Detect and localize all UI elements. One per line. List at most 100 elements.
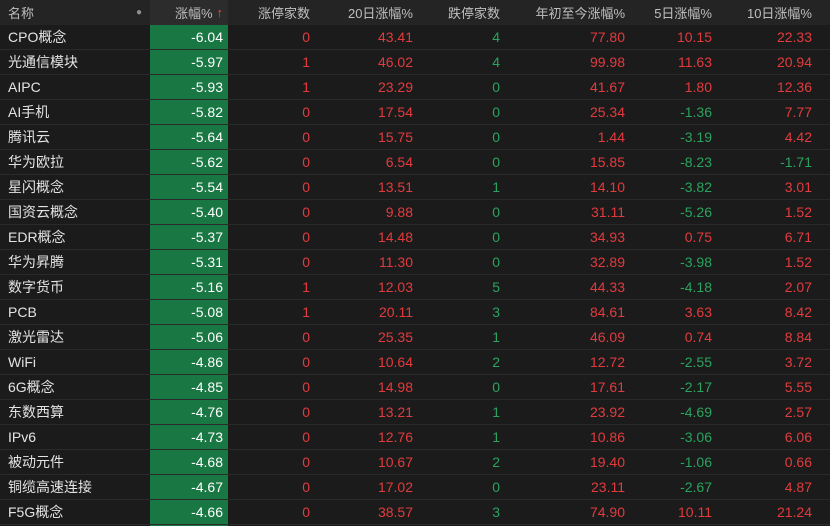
limit-down-cell: 5 [492, 279, 500, 295]
sector-name: AI手机 [8, 104, 50, 120]
d20-cell: 17.02 [377, 479, 413, 495]
d10-cell: 8.42 [784, 304, 812, 320]
table-row[interactable]: AI手机 -5.82 0 17.54 0 25.34 -1.36 7.77 [0, 100, 830, 125]
d20-cell: 46.02 [377, 54, 413, 70]
d5-cell: 0.74 [684, 329, 712, 345]
d5-cell: -1.36 [680, 104, 712, 120]
table-header-row: 名称 ● 涨幅% ↑ 涨停家数 20日涨幅% 跌停家数 年初至今涨幅% 5日涨幅… [0, 0, 830, 25]
d10-cell: 0.66 [784, 454, 812, 470]
limit-down-cell: 1 [492, 329, 500, 345]
table-row[interactable]: 星闪概念 -5.54 0 13.51 1 14.10 -3.82 3.01 [0, 175, 830, 200]
table-row[interactable]: AIPC -5.93 1 23.29 0 41.67 1.80 12.36 [0, 75, 830, 100]
d10-cell: 5.55 [784, 379, 812, 395]
table-row[interactable]: 光通信模块 -5.97 1 46.02 4 99.98 11.63 20.94 [0, 50, 830, 75]
signal-cell [128, 375, 150, 399]
table-row[interactable]: PCB -5.08 1 20.11 3 84.61 3.63 8.42 [0, 300, 830, 325]
column-header-limit-down-label: 跌停家数 [447, 6, 500, 21]
d10-cell: 4.42 [784, 129, 812, 145]
column-header-limit-down[interactable]: 跌停家数 [414, 0, 503, 25]
change-cell: -6.04 [150, 25, 228, 49]
d5-cell: 1.80 [684, 79, 712, 95]
limit-down-cell: 2 [492, 454, 500, 470]
limit-down-cell: 4 [492, 54, 500, 70]
d5-cell: -5.26 [680, 204, 712, 220]
ytd-cell: 31.11 [591, 204, 625, 220]
table-row[interactable]: 激光雷达 -5.06 0 25.35 1 46.09 0.74 8.84 [0, 325, 830, 350]
ytd-cell: 41.67 [589, 79, 625, 95]
column-header-10d-change[interactable]: 10日涨幅% [713, 0, 812, 25]
limit-down-cell: 1 [492, 179, 500, 195]
ytd-cell: 23.92 [589, 404, 625, 420]
d20-cell: 13.21 [377, 404, 413, 420]
sector-name: 光通信模块 [8, 54, 78, 70]
sector-name: 6G概念 [8, 379, 55, 395]
signal-cell [128, 25, 150, 49]
table-row[interactable]: 铜缆高速连接 -4.67 0 17.02 0 23.11 -2.67 4.87 [0, 475, 830, 500]
limit-up-cell: 1 [302, 79, 310, 95]
change-cell: -5.64 [150, 125, 228, 149]
table-row[interactable]: 被动元件 -4.68 0 10.67 2 19.40 -1.06 0.66 [0, 450, 830, 475]
table-row[interactable]: 腾讯云 -5.64 0 15.75 0 1.44 -3.19 4.42 [0, 125, 830, 150]
d5-cell: 0.75 [684, 229, 712, 245]
limit-down-cell: 0 [492, 204, 500, 220]
change-cell: -5.62 [150, 150, 228, 174]
column-header-limit-up[interactable]: 涨停家数 [228, 0, 312, 25]
column-header-change[interactable]: 涨幅% ↑ [150, 0, 228, 25]
table-row[interactable]: WiFi -4.86 0 10.64 2 12.72 -2.55 3.72 [0, 350, 830, 375]
signal-cell [128, 100, 150, 124]
limit-down-cell: 0 [492, 229, 500, 245]
column-header-signal[interactable]: ● [128, 0, 150, 25]
ytd-cell: 19.40 [589, 454, 625, 470]
d5-cell: -8.23 [680, 154, 712, 170]
ytd-cell: 14.10 [589, 179, 625, 195]
limit-up-cell: 0 [302, 129, 310, 145]
d5-cell: -2.17 [680, 379, 712, 395]
d5-cell: 3.63 [684, 304, 712, 320]
limit-down-cell: 3 [492, 504, 500, 520]
table-row[interactable]: F5G概念 -4.66 0 38.57 3 74.90 10.11 21.24 [0, 500, 830, 525]
d10-cell: -1.71 [780, 154, 812, 170]
signal-cell [128, 250, 150, 274]
limit-down-cell: 0 [492, 104, 500, 120]
signal-cell [128, 475, 150, 499]
table-row[interactable]: 东数西算 -4.76 0 13.21 1 23.92 -4.69 2.57 [0, 400, 830, 425]
table-row[interactable]: 6G概念 -4.85 0 14.98 0 17.61 -2.17 5.55 [0, 375, 830, 400]
change-cell: -4.66 [150, 500, 228, 524]
table-row[interactable]: IPv6 -4.73 0 12.76 1 10.86 -3.06 6.06 [0, 425, 830, 450]
table-row[interactable]: 数字货币 -5.16 1 12.03 5 44.33 -4.18 2.07 [0, 275, 830, 300]
table-row[interactable]: 华为欧拉 -5.62 0 6.54 0 15.85 -8.23 -1.71 [0, 150, 830, 175]
column-header-name[interactable]: 名称 [0, 0, 128, 25]
limit-up-cell: 0 [302, 29, 310, 45]
signal-cell [128, 425, 150, 449]
table-row[interactable]: 国资云概念 -5.40 0 9.88 0 31.11 -5.26 1.52 [0, 200, 830, 225]
ytd-cell: 74.90 [589, 504, 625, 520]
limit-up-cell: 1 [302, 304, 310, 320]
limit-down-cell: 0 [492, 254, 500, 270]
signal-cell [128, 175, 150, 199]
change-cell: -5.97 [150, 50, 228, 74]
signal-cell [128, 225, 150, 249]
sector-name: 数字货币 [8, 279, 64, 295]
ytd-cell: 34.93 [589, 229, 625, 245]
d20-cell: 14.98 [377, 379, 413, 395]
column-header-5d-change[interactable]: 5日涨幅% [625, 0, 713, 25]
d5-cell: -3.98 [680, 254, 712, 270]
d10-cell: 6.06 [784, 429, 812, 445]
d20-cell: 17.54 [377, 104, 413, 120]
table-row[interactable]: 华为昇腾 -5.31 0 11.30 0 32.89 -3.98 1.52 [0, 250, 830, 275]
column-header-ytd-change[interactable]: 年初至今涨幅% [503, 0, 625, 25]
sector-name: 铜缆高速连接 [8, 479, 92, 495]
ytd-cell: 46.09 [589, 329, 625, 345]
limit-up-cell: 0 [302, 254, 310, 270]
table-body: CPO概念 -6.04 0 43.41 4 77.80 10.15 22.33 光通信模块 -5.… [0, 25, 830, 526]
sector-name: 星闪概念 [8, 179, 64, 195]
table-row[interactable]: EDR概念 -5.37 0 14.48 0 34.93 0.75 6.71 [0, 225, 830, 250]
change-cell: -5.16 [150, 275, 228, 299]
d20-cell: 12.03 [377, 279, 413, 295]
d5-cell: -2.55 [680, 354, 712, 370]
signal-cell [128, 500, 150, 524]
signal-dot-icon: ● [135, 6, 143, 18]
table-row[interactable]: CPO概念 -6.04 0 43.41 4 77.80 10.15 22.33 [0, 25, 830, 50]
column-header-20d-change[interactable]: 20日涨幅% [312, 0, 414, 25]
sector-name: F5G概念 [8, 504, 64, 520]
